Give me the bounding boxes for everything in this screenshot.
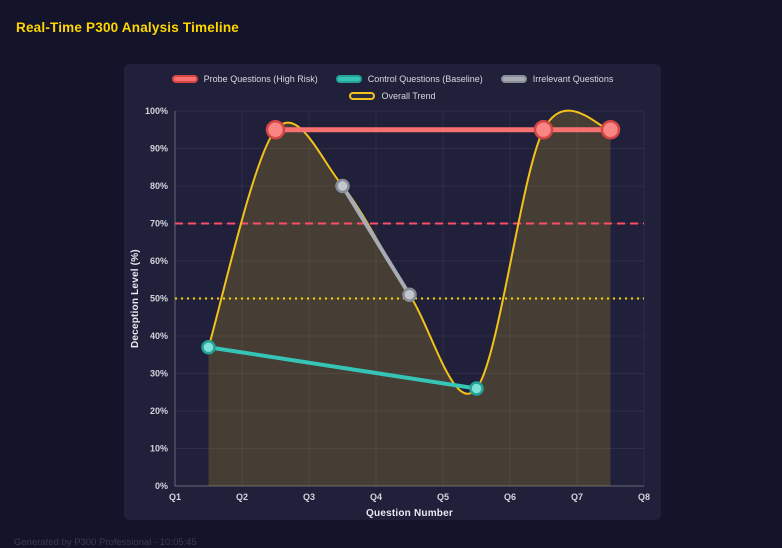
svg-text:Q1: Q1 — [169, 492, 181, 502]
svg-text:Q4: Q4 — [370, 492, 382, 502]
legend-item-probe[interactable]: Probe Questions (High Risk) — [171, 74, 318, 84]
probe-series-swatch-icon — [171, 75, 198, 83]
svg-text:Q2: Q2 — [236, 492, 248, 502]
legend-row-2: Overall Trend — [124, 89, 661, 103]
svg-text:90%: 90% — [150, 144, 168, 154]
svg-text:60%: 60% — [150, 256, 168, 266]
svg-text:70%: 70% — [150, 219, 168, 229]
svg-text:10%: 10% — [150, 444, 168, 454]
svg-text:20%: 20% — [150, 406, 168, 416]
y-axis-title: Deception Level (%) — [130, 249, 141, 348]
svg-text:Q5: Q5 — [437, 492, 449, 502]
svg-text:40%: 40% — [150, 331, 168, 341]
legend-row-1: Probe Questions (High Risk) Control Ques… — [124, 72, 661, 86]
chart-legend: Probe Questions (High Risk) Control Ques… — [124, 64, 661, 103]
svg-text:0%: 0% — [155, 481, 168, 491]
irrelevant-series-swatch-icon — [500, 75, 527, 83]
timeline-chart: 0% 10% 20% 30% 40% 50% 60% 70% 80% 90% 100% Q1 Q2 Q3 Q… — [145, 106, 650, 502]
svg-text:Q7: Q7 — [571, 492, 583, 502]
page-title: Real-Time P300 Analysis Timeline — [16, 20, 240, 35]
control-legend-label: Control Questions (Baseline) — [367, 74, 483, 84]
chart-panel: Probe Questions (High Risk) Control Ques… — [124, 64, 661, 520]
svg-text:Q3: Q3 — [303, 492, 315, 502]
svg-text:Q8: Q8 — [638, 492, 650, 502]
irrelevant-legend-label: Irrelevant Questions — [532, 74, 614, 84]
legend-item-control[interactable]: Control Questions (Baseline) — [335, 74, 483, 84]
svg-text:80%: 80% — [150, 181, 168, 191]
probe-legend-label: Probe Questions (High Risk) — [203, 74, 318, 84]
trend-series-swatch-icon — [349, 92, 376, 100]
svg-text:100%: 100% — [145, 106, 168, 116]
trend-legend-label: Overall Trend — [381, 91, 436, 101]
control-series-swatch-icon — [335, 75, 362, 83]
x-axis-title: Question Number — [366, 508, 453, 519]
legend-item-irrelevant[interactable]: Irrelevant Questions — [500, 74, 614, 84]
svg-text:50%: 50% — [150, 294, 168, 304]
svg-text:Q6: Q6 — [504, 492, 516, 502]
legend-item-trend[interactable]: Overall Trend — [349, 91, 436, 101]
footer-generated-text: Generated by P300 Professional - 10:05:4… — [14, 537, 197, 548]
svg-text:30%: 30% — [150, 369, 168, 379]
chart-area: Deception Level (%) 0% 10% 20% 30% 40% 50% 60%… — [124, 105, 661, 519]
